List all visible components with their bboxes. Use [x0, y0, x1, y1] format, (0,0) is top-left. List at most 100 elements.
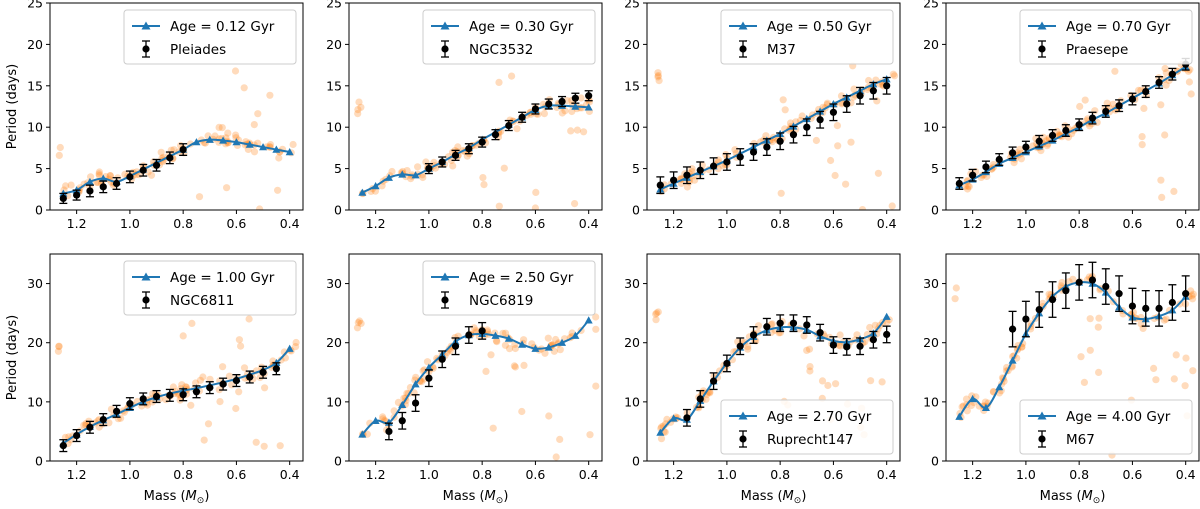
x-tick-label: 0.8 — [472, 467, 492, 482]
scatter-point — [1189, 295, 1197, 303]
y-tick-label: 20 — [624, 37, 640, 52]
observed-point — [531, 105, 540, 113]
observed-point — [1128, 302, 1137, 310]
legend-model-label: Age = 0.50 Gyr — [767, 19, 872, 35]
scatter-point — [178, 381, 186, 389]
observed-point — [232, 376, 241, 385]
scatter-point — [779, 96, 787, 104]
scatter-point — [403, 167, 411, 175]
observed-point — [139, 395, 147, 403]
scatter-point — [1162, 81, 1170, 89]
scatter-point — [592, 313, 600, 321]
scatter-point — [414, 163, 422, 171]
scatter-point — [1157, 176, 1165, 184]
observed-point — [803, 321, 811, 329]
x-tick-label: 1.2 — [664, 216, 684, 231]
legend-observed-marker — [441, 45, 449, 53]
x-axis-label-symbol: M — [1082, 489, 1093, 504]
scatter-point — [235, 336, 243, 344]
scatter-point — [1016, 145, 1024, 153]
scatter-point — [812, 136, 821, 145]
observed-point — [1115, 102, 1123, 110]
observed-point — [856, 342, 864, 350]
observed-point — [856, 92, 864, 100]
y-tick-label: 0 — [35, 454, 43, 469]
scatter-point — [394, 398, 402, 406]
scatter-point — [1170, 187, 1178, 195]
x-tick-label: 1.0 — [1016, 467, 1036, 482]
observed-point — [139, 166, 147, 174]
scatter-point — [250, 148, 259, 156]
x-tick-label: 1.0 — [717, 216, 737, 231]
scatter-point — [240, 364, 249, 372]
scatter-point — [445, 345, 453, 353]
scatter-point — [454, 143, 462, 151]
scatter-point — [379, 413, 387, 421]
scatter-point — [419, 173, 427, 182]
observed-point — [869, 336, 877, 344]
y-tick-label: 20 — [923, 37, 939, 52]
x-axis-label-symbol: M — [186, 489, 197, 504]
observed-point — [398, 417, 406, 425]
scatter-point — [853, 331, 861, 339]
observed-point — [683, 414, 691, 422]
scatter-point — [871, 321, 879, 329]
scatter-point — [963, 407, 971, 415]
y-tick-label: 10 — [923, 394, 939, 409]
scatter-point — [1080, 378, 1088, 386]
y-tick-label: 10 — [27, 394, 43, 409]
observed-point — [1115, 290, 1123, 298]
scatter-point — [653, 309, 661, 317]
scatter-point — [215, 123, 223, 131]
observed-point — [883, 82, 891, 90]
legend: Age = 1.00 Gyr NGC6811 — [123, 260, 297, 316]
observed-point — [776, 319, 784, 327]
observed-point — [179, 391, 187, 399]
observed-point — [1048, 131, 1057, 140]
scatter-point — [211, 132, 219, 140]
model-marker — [518, 340, 527, 348]
scatter-point — [652, 310, 660, 318]
legend-observed-marker — [1038, 435, 1046, 443]
scatter-point — [200, 436, 208, 444]
x-tick-label: 0.4 — [280, 216, 300, 231]
model-marker — [99, 174, 108, 182]
observed-point — [505, 121, 513, 130]
observed-point — [670, 176, 678, 184]
scatter-point — [805, 345, 814, 353]
y-tick-label: 30 — [27, 276, 43, 291]
scatter-point — [688, 165, 696, 173]
scatter-point — [654, 72, 662, 80]
scatter-point — [62, 182, 70, 190]
model-marker — [398, 170, 407, 178]
x-axis-label-suffix: ) — [204, 489, 209, 504]
scatter-point — [540, 110, 549, 118]
legend-model-label: Age = 4.00 Gyr — [1066, 409, 1171, 425]
scatter-point — [1095, 368, 1103, 376]
scatter-point — [847, 138, 855, 146]
scatter-point — [492, 337, 500, 345]
scatter-point — [888, 202, 896, 210]
scatter-point — [106, 172, 114, 180]
scatter-point — [1188, 292, 1196, 300]
x-tick-label: 0.6 — [525, 216, 545, 231]
scatter-point — [1181, 382, 1189, 390]
x-tick-label: 0.8 — [173, 467, 193, 482]
scatter-point — [55, 151, 63, 159]
scatter-point — [95, 168, 103, 176]
observed-point — [763, 143, 771, 151]
scatter-point — [823, 99, 832, 107]
x-tick-label: 1.2 — [67, 216, 87, 231]
legend: Age = 0.50 Gyr M37 — [720, 9, 894, 65]
scatter-point — [683, 183, 692, 191]
y-axis-label: Period (days) — [5, 64, 20, 150]
scatter-point — [834, 142, 842, 150]
y-tick-label: 15 — [27, 78, 43, 93]
x-axis-label-prefix: Mass ( — [144, 489, 186, 504]
x-tick-label: 0.6 — [823, 467, 843, 482]
x-tick-label: 1.2 — [67, 467, 87, 482]
y-tick-label: 5 — [334, 161, 342, 176]
x-tick-label: 0.4 — [280, 467, 300, 482]
scatter-point — [354, 110, 362, 118]
scatter-point — [195, 193, 204, 201]
